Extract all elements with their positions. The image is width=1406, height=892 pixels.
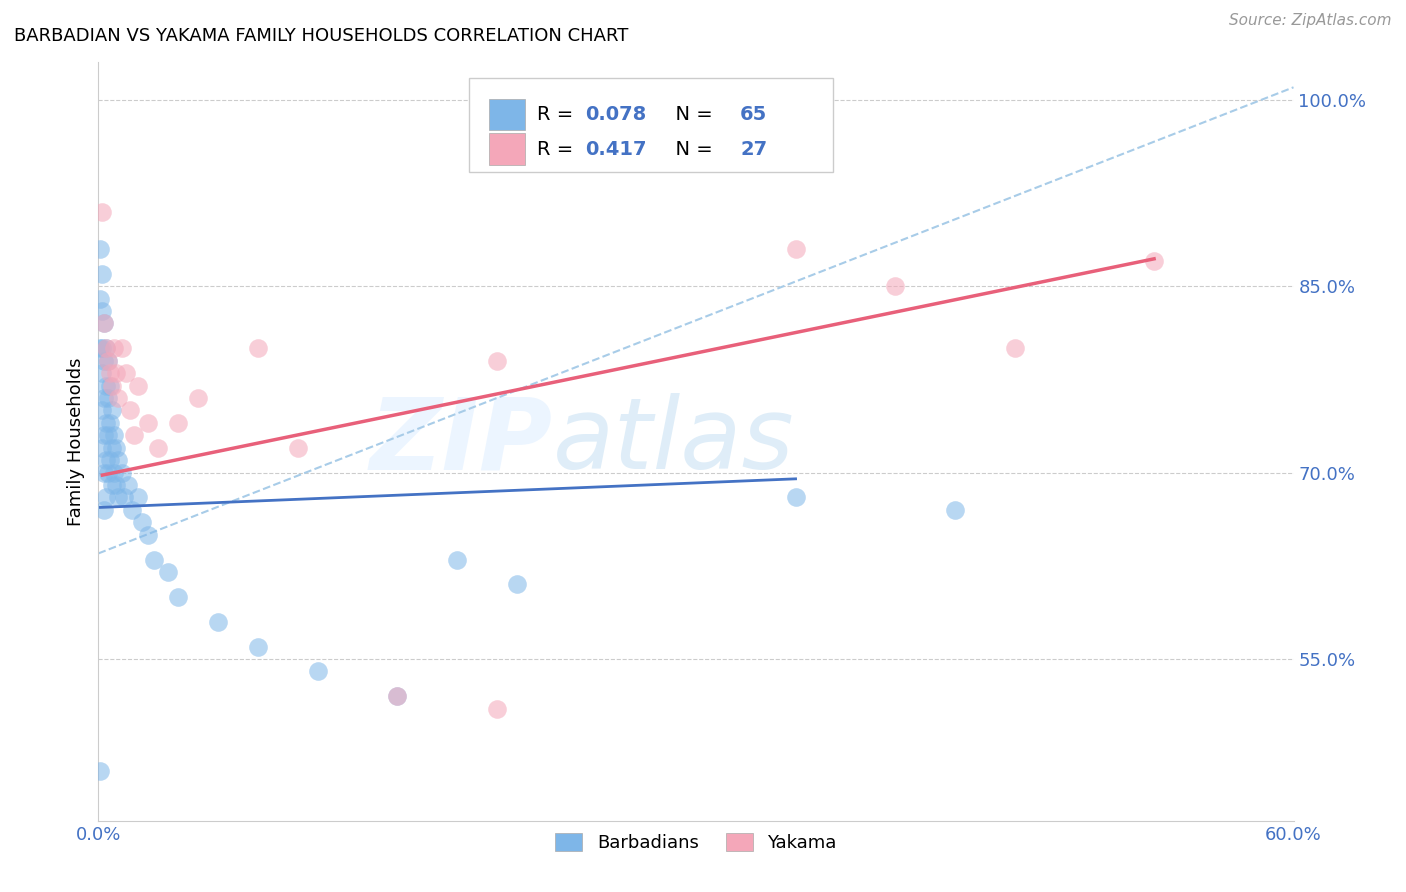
Point <box>117 478 139 492</box>
Point <box>115 366 138 380</box>
Text: 0.417: 0.417 <box>585 140 647 159</box>
Point <box>101 403 124 417</box>
Point <box>120 403 142 417</box>
Text: N =: N = <box>662 140 718 159</box>
Point <box>98 416 122 430</box>
Text: ZIP: ZIP <box>370 393 553 490</box>
Point <box>91 366 114 380</box>
Text: N =: N = <box>662 105 718 124</box>
Point <box>97 353 120 368</box>
Point <box>506 577 529 591</box>
Point <box>91 441 114 455</box>
Point <box>96 378 118 392</box>
Point <box>103 428 125 442</box>
Point <box>107 391 129 405</box>
Point <box>96 416 118 430</box>
Point <box>89 292 111 306</box>
Point <box>91 267 114 281</box>
Point <box>246 640 269 654</box>
Text: 65: 65 <box>740 105 768 124</box>
Point <box>287 441 309 455</box>
Point <box>1143 254 1166 268</box>
Point <box>103 341 125 355</box>
Text: R =: R = <box>537 105 579 124</box>
Point <box>98 378 122 392</box>
Point <box>307 665 329 679</box>
Point <box>111 466 134 480</box>
Point <box>98 366 122 380</box>
Point <box>96 453 118 467</box>
Point <box>91 204 114 219</box>
Point <box>785 242 807 256</box>
Point <box>785 491 807 505</box>
Point <box>884 279 907 293</box>
Point <box>89 341 111 355</box>
Point <box>93 466 115 480</box>
Point <box>97 391 120 405</box>
Point <box>136 416 159 430</box>
Point <box>89 242 111 256</box>
Point <box>385 690 409 704</box>
Point <box>97 428 120 442</box>
Point <box>101 478 124 492</box>
Text: Source: ZipAtlas.com: Source: ZipAtlas.com <box>1229 13 1392 29</box>
Point <box>98 453 122 467</box>
Point <box>127 378 149 392</box>
Point <box>167 590 190 604</box>
Point <box>207 615 229 629</box>
Point <box>167 416 190 430</box>
Point <box>107 453 129 467</box>
Point <box>93 317 115 331</box>
Text: R =: R = <box>537 140 579 159</box>
Point <box>446 552 468 566</box>
Point <box>121 503 143 517</box>
Point <box>96 491 118 505</box>
Point <box>111 341 134 355</box>
Text: atlas: atlas <box>553 393 794 490</box>
Point <box>124 428 146 442</box>
Point <box>101 441 124 455</box>
Point <box>93 317 115 331</box>
Point <box>91 341 114 355</box>
Point <box>93 428 115 442</box>
Point <box>91 304 114 318</box>
FancyBboxPatch shape <box>470 78 834 172</box>
Bar <box>489 99 524 130</box>
Point <box>246 341 269 355</box>
Point <box>107 491 129 505</box>
Point <box>1004 341 1026 355</box>
Point <box>91 403 114 417</box>
Bar <box>489 134 524 165</box>
Point <box>105 366 128 380</box>
Point <box>143 552 166 566</box>
Point <box>385 690 409 704</box>
Point <box>136 528 159 542</box>
Point <box>485 702 508 716</box>
Point <box>96 341 118 355</box>
Point <box>101 378 124 392</box>
Point <box>93 353 115 368</box>
Point <box>148 441 170 455</box>
Point <box>485 353 508 368</box>
Y-axis label: Family Households: Family Households <box>66 358 84 525</box>
Point <box>112 491 135 505</box>
Point <box>93 503 115 517</box>
Point <box>187 391 209 405</box>
Text: BARBADIAN VS YAKAMA FAMILY HOUSEHOLDS CORRELATION CHART: BARBADIAN VS YAKAMA FAMILY HOUSEHOLDS CO… <box>14 27 628 45</box>
Point <box>105 441 128 455</box>
Point <box>943 503 966 517</box>
Point <box>131 516 153 530</box>
Text: 27: 27 <box>740 140 768 159</box>
Point <box>105 478 128 492</box>
Point <box>157 565 180 579</box>
Point <box>97 466 120 480</box>
Text: 0.078: 0.078 <box>585 105 647 124</box>
Point <box>103 466 125 480</box>
Point <box>97 353 120 368</box>
Point <box>93 391 115 405</box>
Point <box>89 764 111 778</box>
Point <box>96 341 118 355</box>
Point <box>127 491 149 505</box>
Legend: Barbadians, Yakama: Barbadians, Yakama <box>547 823 845 861</box>
